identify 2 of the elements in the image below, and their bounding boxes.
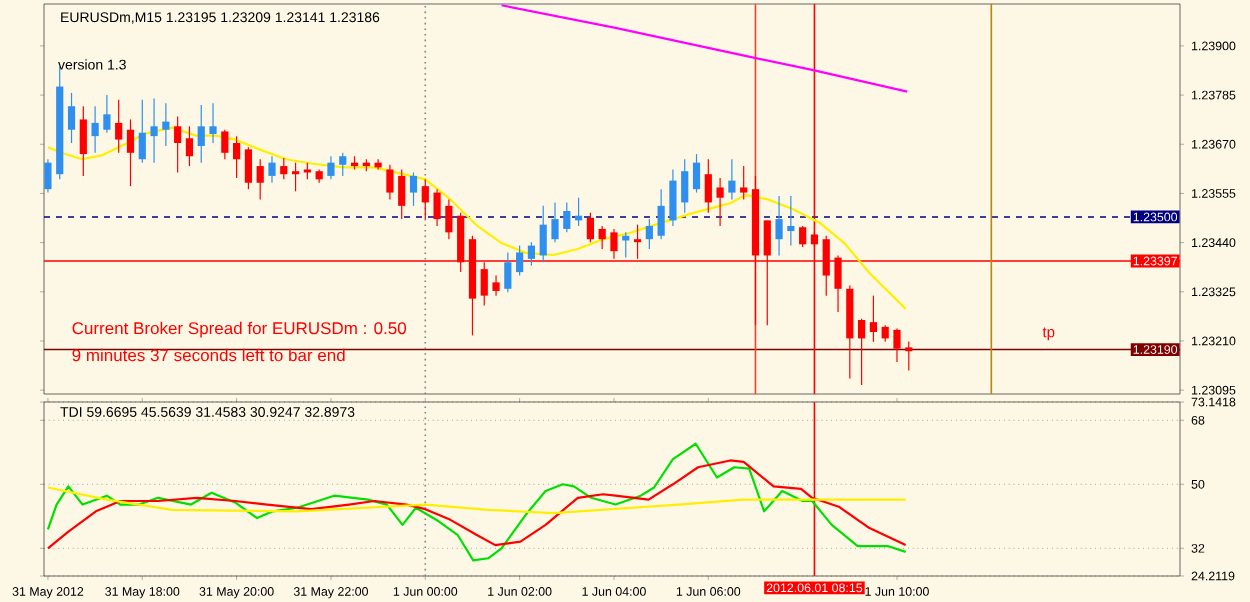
annotation: 9 minutes 37 seconds left to bar end: [72, 348, 345, 362]
annotation: Current Broker Spread for EURUSDm : 0.50: [72, 321, 407, 338]
